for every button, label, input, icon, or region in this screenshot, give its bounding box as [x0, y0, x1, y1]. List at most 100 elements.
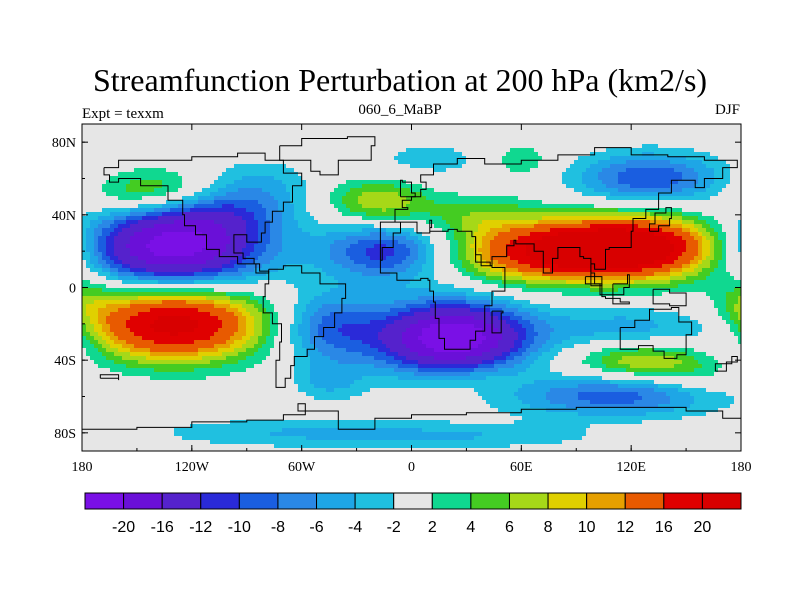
field-cell — [82, 132, 87, 137]
field-cell — [694, 224, 699, 229]
field-cell — [718, 168, 723, 173]
field-cell — [482, 172, 487, 177]
field-cell — [486, 220, 491, 225]
field-cell — [630, 204, 635, 209]
field-cell — [514, 168, 519, 173]
field-cell — [438, 160, 443, 165]
field-cell — [210, 196, 215, 201]
field-cell — [470, 228, 475, 233]
field-cell — [470, 180, 475, 185]
field-cell — [302, 220, 307, 225]
field-cell — [146, 228, 151, 233]
field-cell — [458, 208, 463, 213]
field-cell — [366, 152, 371, 157]
field-cell — [474, 228, 479, 233]
field-cell — [734, 236, 739, 241]
field-cell — [630, 224, 635, 229]
field-cell — [322, 180, 327, 185]
field-cell — [262, 236, 267, 241]
field-cell — [294, 160, 299, 165]
field-cell — [286, 136, 291, 141]
field-cell — [138, 204, 143, 209]
field-cell — [586, 168, 591, 173]
field-cell — [274, 228, 279, 233]
field-cell — [190, 160, 195, 165]
field-cell — [154, 156, 159, 161]
field-cell — [638, 212, 643, 217]
field-cell — [674, 172, 679, 177]
field-cell — [670, 176, 675, 181]
field-cell — [362, 212, 367, 217]
field-cell — [306, 172, 311, 177]
field-cell — [578, 140, 583, 145]
field-cell — [626, 228, 631, 233]
field-cell — [662, 216, 667, 221]
field-cell — [722, 176, 727, 181]
field-cell — [266, 192, 271, 197]
field-cell — [470, 124, 475, 129]
field-cell — [334, 168, 339, 173]
field-cell — [710, 224, 715, 229]
field-cell — [438, 148, 443, 153]
field-cell — [530, 220, 535, 225]
field-cell — [122, 148, 127, 153]
field-cell — [450, 196, 455, 201]
field-cell — [722, 172, 727, 177]
field-cell — [602, 164, 607, 169]
field-cell — [470, 192, 475, 197]
field-cell — [474, 192, 479, 197]
field-cell — [562, 164, 567, 169]
field-cell — [462, 188, 467, 193]
field-cell — [598, 220, 603, 225]
field-cell — [722, 148, 727, 153]
field-cell — [406, 232, 411, 237]
field-cell — [674, 216, 679, 221]
field-cell — [378, 124, 383, 129]
field-cell — [114, 132, 119, 137]
field-cell — [618, 160, 623, 165]
field-cell — [94, 152, 99, 157]
field-cell — [534, 212, 539, 217]
field-cell — [734, 212, 739, 217]
field-cell — [94, 140, 99, 145]
field-cell — [718, 200, 723, 205]
field-cell — [390, 208, 395, 213]
field-cell — [430, 216, 435, 221]
field-cell — [174, 132, 179, 137]
field-cell — [186, 152, 191, 157]
field-cell — [302, 152, 307, 157]
field-cell — [218, 204, 223, 209]
field-cell — [714, 148, 719, 153]
field-cell — [690, 188, 695, 193]
field-cell — [574, 200, 579, 205]
field-cell — [206, 160, 211, 165]
field-cell — [438, 188, 443, 193]
field-cell — [222, 124, 227, 129]
field-cell — [554, 240, 559, 245]
field-cell — [298, 168, 303, 173]
field-cell — [606, 144, 611, 149]
field-cell — [706, 228, 711, 233]
field-cell — [202, 216, 207, 221]
field-cell — [418, 168, 423, 173]
field-cell — [282, 232, 287, 237]
field-cell — [450, 152, 455, 157]
field-cell — [126, 216, 131, 221]
field-cell — [506, 136, 511, 141]
field-cell — [210, 232, 215, 237]
field-cell — [606, 188, 611, 193]
field-cell — [234, 200, 239, 205]
field-cell — [206, 164, 211, 169]
field-cell — [706, 164, 711, 169]
field-cell — [722, 152, 727, 157]
field-cell — [258, 208, 263, 213]
field-cell — [378, 204, 383, 209]
field-cell — [302, 192, 307, 197]
field-cell — [530, 136, 535, 141]
field-cell — [534, 124, 539, 129]
field-cell — [726, 152, 731, 157]
field-cell — [358, 136, 363, 141]
field-cell — [630, 188, 635, 193]
field-cell — [554, 176, 559, 181]
field-cell — [562, 160, 567, 165]
